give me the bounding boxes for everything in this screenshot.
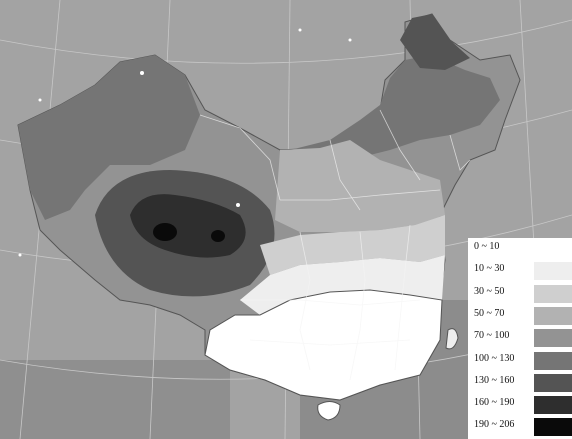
legend-row: 100 ~ 130 <box>468 350 572 372</box>
legend-label: 100 ~ 130 <box>474 352 515 364</box>
region-100-130 <box>18 55 200 220</box>
legend-row: 190 ~ 206 <box>468 416 572 438</box>
legend-label: 10 ~ 30 <box>474 263 505 275</box>
legend-swatch <box>534 306 572 325</box>
legend-row: 10 ~ 30 <box>468 260 572 282</box>
legend-row: 70 ~ 100 <box>468 327 572 349</box>
legend-swatch <box>534 396 572 415</box>
region-50-70 <box>275 140 445 232</box>
region-190-206 <box>153 223 177 241</box>
legend-row: 30 ~ 50 <box>468 283 572 305</box>
region-0-10 <box>204 289 443 401</box>
legend-swatch <box>534 373 572 392</box>
map-legend: 0 ~ 10 10 ~ 30 30 ~ 50 50 ~ 70 70 ~ 100 100 ~… <box>468 238 572 439</box>
legend-row: 0 ~ 10 <box>468 238 572 260</box>
legend-swatch <box>534 418 572 437</box>
province-borders <box>199 109 471 381</box>
region-190-206-east <box>211 230 225 242</box>
legend-swatch <box>534 351 572 370</box>
legend-label: 70 ~ 100 <box>474 330 510 342</box>
region-100-130-north <box>290 55 500 165</box>
legend-swatch <box>534 329 572 348</box>
region-10-30 <box>240 255 445 315</box>
legend-row: 50 ~ 70 <box>468 305 572 327</box>
city-markers <box>18 28 352 257</box>
legend-swatch <box>534 240 572 258</box>
sea-south <box>0 360 230 439</box>
legend-row: 130 ~ 160 <box>468 372 572 394</box>
legend-swatch <box>534 284 572 303</box>
region-30-50 <box>260 215 445 275</box>
legend-label: 190 ~ 206 <box>474 419 515 431</box>
legend-label: 50 ~ 70 <box>474 307 505 319</box>
legend-label: 0 ~ 10 <box>474 241 500 252</box>
legend-label: 30 ~ 50 <box>474 285 505 297</box>
legend-row: 160 ~ 190 <box>468 394 572 416</box>
island-taiwan <box>445 328 459 350</box>
island-hainan <box>317 401 341 421</box>
legend-swatch <box>534 262 572 281</box>
region-130-160-ne <box>400 14 470 70</box>
legend-label: 160 ~ 190 <box>474 397 515 409</box>
legend-label: 130 ~ 160 <box>474 374 515 386</box>
